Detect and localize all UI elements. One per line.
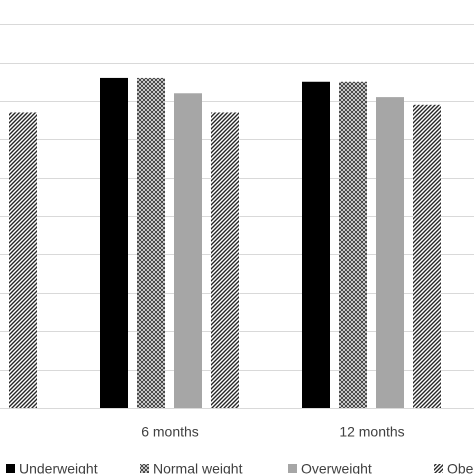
legend-label: Underweight xyxy=(19,461,98,474)
legend-swatch xyxy=(140,464,149,473)
legend-label: Overweight xyxy=(301,461,372,474)
legend-swatch xyxy=(288,464,297,473)
bar xyxy=(413,104,441,409)
legend-label: Normal weight xyxy=(153,461,243,474)
bar xyxy=(100,77,128,408)
bar xyxy=(302,81,330,408)
x-tick-label: 12 months xyxy=(339,424,404,440)
bar xyxy=(137,77,165,408)
legend-label: Obese xyxy=(447,461,474,474)
bar xyxy=(339,81,367,408)
legend-swatch xyxy=(434,464,443,473)
bars xyxy=(9,77,441,409)
bar xyxy=(211,112,239,408)
legend-swatch xyxy=(6,464,15,473)
x-tick-label: 6 months xyxy=(141,424,199,440)
legend: Underweight Normal weight Overweight Obese xyxy=(6,461,474,474)
bar xyxy=(174,93,202,409)
bar xyxy=(376,97,404,408)
category-labels: 6 months 12 months xyxy=(141,424,404,440)
bar xyxy=(9,112,37,408)
